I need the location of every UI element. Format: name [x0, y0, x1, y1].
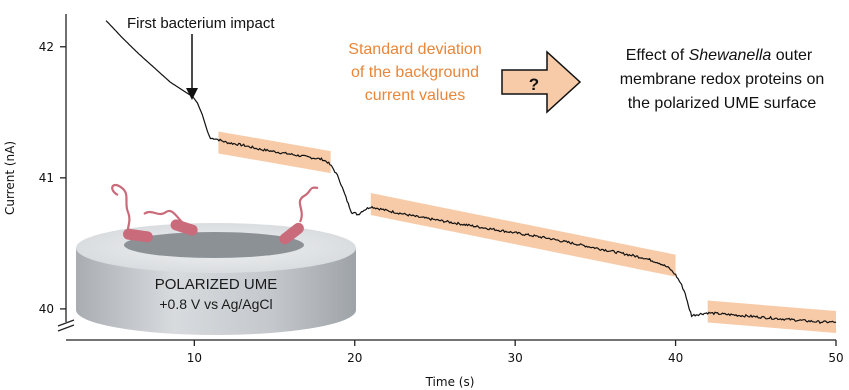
- std-dev-line2: of the background: [351, 64, 479, 81]
- highlight-band-1: [218, 131, 331, 174]
- ume-label-line1: POLARIZED UME: [155, 276, 278, 293]
- x-tick-label: 20: [347, 351, 362, 365]
- std-dev-line1: Standard deviation: [348, 41, 481, 58]
- highlight-band-3: [707, 300, 836, 333]
- y-tick-label: 40: [39, 302, 54, 316]
- bacterium-2: [143, 209, 198, 236]
- bacterium-1: [111, 183, 153, 243]
- x-tick-label: 40: [668, 351, 683, 365]
- y-ticks: 40 41 42: [39, 40, 66, 316]
- question-arrow-icon: ?: [501, 50, 582, 114]
- y-axis-label: Current (nA): [3, 141, 17, 215]
- first-impact-arrow: [186, 34, 198, 100]
- y-tick-label: 42: [39, 40, 54, 54]
- axis-break-mark: [57, 319, 75, 332]
- effect-line1-b: Shewanella: [689, 47, 772, 64]
- ume-disk-side: [76, 248, 356, 335]
- ume-electrode-surface: [124, 232, 304, 258]
- effect-line1: Effect of Shewanella outer: [626, 47, 813, 64]
- bacterium-3: [279, 186, 319, 245]
- effect-line1-a: Effect of: [626, 47, 689, 64]
- ume-label-line2: +0.8 V vs Ag/AgCl: [159, 296, 272, 312]
- x-ticks: 10 20 30 40 50: [187, 340, 844, 365]
- x-tick-label: 10: [187, 351, 202, 365]
- y-tick-label: 41: [39, 171, 54, 185]
- effect-line2: membrane redox proteins on: [620, 71, 825, 88]
- effect-line1-c: outer: [771, 47, 813, 64]
- effect-line3: the polarized UME surface: [628, 95, 817, 112]
- x-axis-label: Time (s): [425, 375, 475, 389]
- x-tick-label: 50: [828, 351, 843, 365]
- question-mark: ?: [529, 75, 539, 94]
- current-trace: [105, 20, 837, 325]
- std-dev-line3: current values: [365, 87, 466, 104]
- ume-illustration: POLARIZED UME +0.8 V vs Ag/AgCl: [76, 183, 356, 335]
- x-tick-label: 30: [508, 351, 523, 365]
- first-impact-label: First bacterium impact: [127, 15, 275, 32]
